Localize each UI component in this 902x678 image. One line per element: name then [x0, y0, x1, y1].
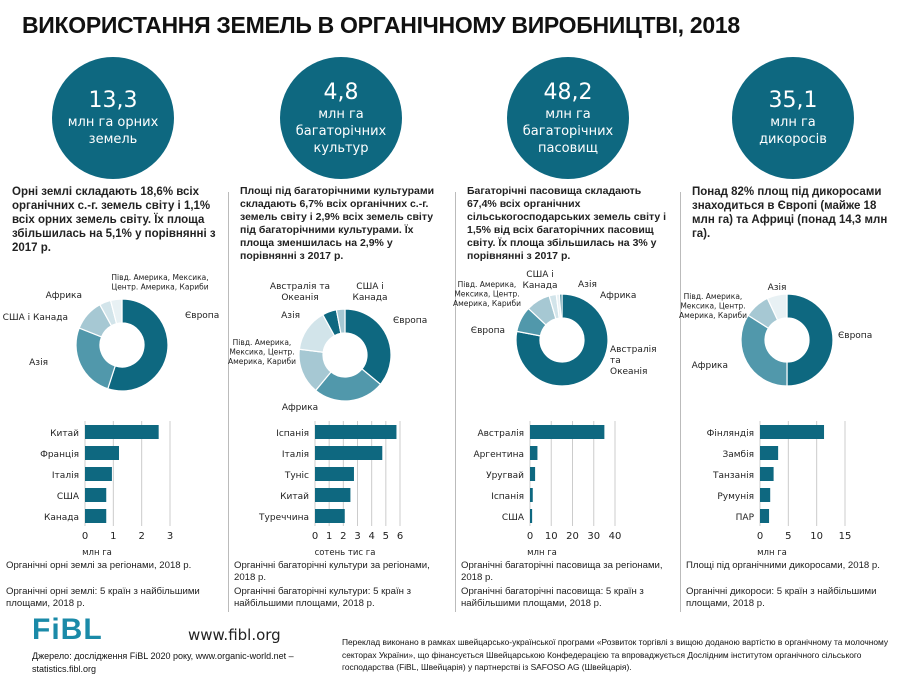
description: Площі під багаторічними культурами склад… [240, 185, 435, 262]
summary-circle: 48,2 млн га багаторічних пасовищ [507, 57, 629, 179]
column-3: 48,2 млн га багаторічних пасовищ Багаторі… [455, 45, 681, 610]
translation-note: Переклад виконано в рамках швейцарсько-у… [342, 637, 889, 672]
summary-circle: 4,8 млн га багаторічних культур [280, 57, 402, 179]
divider [228, 192, 229, 612]
caption-bars: Органічні орні землі: 5 країн з найбільш… [6, 586, 200, 609]
caption-donut: Органічні багаторічні культури за регіон… [234, 560, 430, 583]
website-link[interactable]: www.fibl.org [188, 626, 281, 644]
circle-value: 13,3 [88, 88, 138, 113]
source-note: Джерело: дослідження FiBL 2020 року, www… [32, 651, 294, 674]
divider [680, 192, 681, 612]
column-4: 35,1 млн га дикоросів Понад 82% площ під … [680, 45, 902, 610]
caption-bars: Органічні багаторічні культури: 5 країн … [234, 586, 412, 609]
circle-value: 48,2 [543, 79, 593, 105]
summary-circle: 13,3 млн га орних земель [52, 57, 174, 179]
circle-value: 4,8 [323, 79, 359, 105]
description: Багаторічні пасовища складають 67,4% всі… [467, 185, 667, 262]
caption-bars: Органічні дикороси: 5 країн з найбільшим… [686, 586, 877, 609]
circle-unit: млн га багаторічних культур [295, 106, 387, 156]
circle-value: 35,1 [768, 88, 818, 113]
page-title: ВИКОРИСТАННЯ ЗЕМЕЛЬ В ОРГАНІЧНОМУ ВИРОБН… [22, 12, 740, 38]
column-2: 4,8 млн га багаторічних культур Площі під… [228, 45, 454, 610]
fibl-logo: FiBL [32, 613, 103, 646]
description: Орні землі складають 18,6% всіх органічн… [12, 186, 216, 254]
summary-circle: 35,1 млн га дикоросів [732, 57, 854, 179]
footer: FiBL www.fibl.org Джерело: дослідження F… [0, 612, 902, 678]
column-1: 13,3 млн га орних земель Орні землі склад… [0, 45, 226, 610]
caption-bars: Органічні багаторічні пасовища: 5 країн … [461, 586, 644, 609]
circle-unit: млн га багаторічних пасовищ [522, 106, 614, 156]
caption-donut: Площі під органічними дикоросами, 2018 р… [686, 560, 880, 571]
circle-unit: млн га дикоросів [759, 115, 827, 147]
caption-donut: Органічні орні землі за регіонами, 2018 … [6, 560, 192, 571]
caption-donut: Органічні багаторічні пасовища за регіон… [461, 560, 663, 583]
circle-unit: млн га орних земель [67, 115, 159, 147]
divider [455, 192, 456, 612]
description: Понад 82% площ під дикоросами знаходитьс… [692, 186, 888, 240]
